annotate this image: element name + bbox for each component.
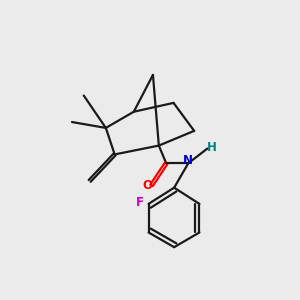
Text: F: F — [136, 196, 144, 209]
Text: O: O — [142, 179, 153, 192]
Text: H: H — [207, 141, 217, 154]
Text: N: N — [183, 154, 193, 167]
